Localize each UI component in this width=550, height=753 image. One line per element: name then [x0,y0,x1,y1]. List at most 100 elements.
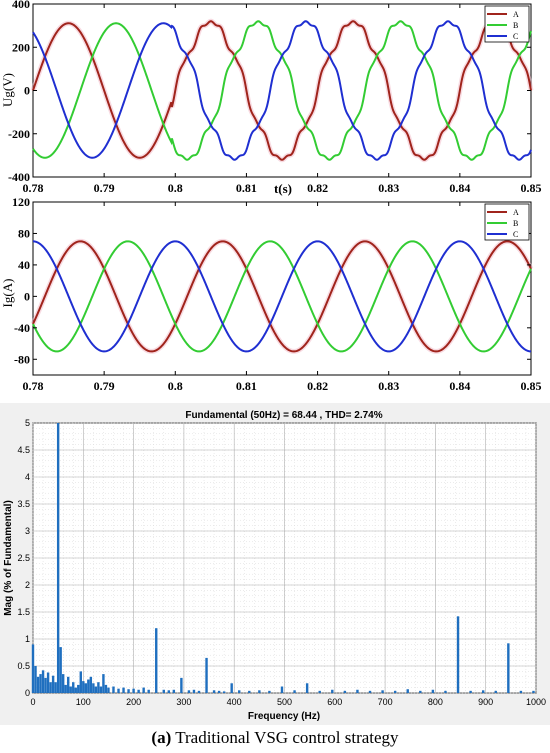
fft-bar [180,677,183,693]
fft-bar [172,689,176,693]
fft-bar [406,689,409,693]
fft-bar [162,689,165,693]
fft-bar [456,616,460,693]
current-panel: 0.78 0.79 0.8 0.81 0.82 0.83 0.84 0.85 120 80 40 0 -… [0,195,542,393]
fft-bar [331,689,334,693]
voltage-series-c-line [32,20,532,161]
current-legend-label-a: A [513,208,519,217]
fft-bar [318,690,321,693]
fft-xtick-label: 300 [176,697,191,707]
fft-xtick-label: 100 [76,697,91,707]
voltage-series-group [30,18,534,163]
current-series-group [30,238,534,354]
fft-bar [469,690,472,693]
fft-bar [44,677,47,693]
fft-bar [64,684,67,693]
fft-bar [532,690,535,693]
voltage-ytick-label: -400 [8,170,30,184]
fft-ytick-label: 3 [25,526,30,536]
fft-bar [205,657,208,693]
fft-bar [92,683,95,693]
current-ytick-label: -40 [14,321,30,335]
fft-bar [84,683,88,693]
fft-bar [112,686,115,693]
fft-bars [31,423,535,693]
current-legend-label-c: C [513,230,518,239]
current-series-b-line [32,240,532,353]
figure-caption: (a) Traditional VSG control strategy [0,728,550,748]
fft-ylabel: Mag (% of Fundamental) [3,500,14,616]
fft-bar [122,687,125,693]
fft-bar [41,670,45,693]
current-ytick-label: 120 [12,195,30,209]
fft-bar [419,690,422,693]
voltage-xtick-label: 0.84 [449,181,470,195]
fft-bar [356,689,359,693]
voltage-xtick-label: 0.78 [23,181,44,195]
fft-bar [82,681,85,693]
voltage-legend-label-a: A [513,10,519,19]
fft-bar [132,688,135,693]
fft-bar [142,687,145,693]
fft-bar [104,684,108,693]
fft-bar [393,690,397,693]
current-axes: 0.78 0.79 0.8 0.81 0.82 0.83 0.84 0.85 120 80 40 0 -… [12,195,542,393]
current-ytick-label: -80 [14,352,30,366]
fft-bar [137,689,140,693]
fft-bar [481,690,485,693]
fft-bar [72,682,75,693]
fft-grid [32,422,537,694]
fft-xtick-label: 500 [277,697,292,707]
current-xtick-label: 0.85 [521,379,542,393]
fft-ytick-label: 5 [25,418,30,428]
voltage-xlabel: t(s) [274,181,292,196]
fft-bar [238,690,241,693]
fft-ytick-label: 4.5 [17,445,30,455]
fft-bar [519,690,523,693]
fft-ytick-label: 2.5 [17,553,30,563]
voltage-ytick-label: 400 [12,0,30,11]
fft-bar [293,690,296,693]
fft-bar [59,647,62,693]
fft-xtick-label: 800 [428,697,443,707]
fft-ytick-label: 3.5 [17,499,30,509]
fft-bar [61,674,65,693]
fft-xtick-label: 0 [30,697,35,707]
fft-bar [36,676,40,693]
current-xtick-label: 0.81 [236,379,257,393]
fft-xtick-label: 400 [227,697,242,707]
current-ytick-label: 80 [18,226,30,240]
voltage-xtick-label: 0.79 [94,181,115,195]
voltage-ytick-label: -200 [8,127,30,141]
current-xtick-label: 0.8 [168,379,183,393]
fft-bar [258,690,261,693]
fft-bar [368,690,372,693]
current-ytick-label: 0 [24,289,30,303]
current-series-a-line [32,240,532,353]
voltage-legend-label-b: B [513,21,518,30]
fft-bar [343,690,347,693]
caption-label: (a) [151,728,172,747]
current-xtick-label: 0.84 [449,379,470,393]
fft-bar [31,644,35,693]
fft-bar [431,689,435,693]
fft-bar [212,690,216,693]
fft-bar [444,690,447,693]
current-xtick-label: 0.79 [94,379,115,393]
fft-bar [54,682,57,693]
fft-bar [99,686,103,693]
fft-bar [217,690,221,693]
voltage-xtick-label: 0.8 [168,181,183,195]
fft-bar [34,666,37,693]
fft-bar [268,690,271,693]
fft-xtick-label: 1000 [526,697,546,707]
current-xtick-label: 0.83 [378,379,399,393]
fft-bar [494,690,497,693]
current-plot-frame [32,201,532,376]
voltage-ytick-label: 0 [24,84,30,98]
fft-ytick-label: 1 [25,634,30,644]
fft-xtick-label: 600 [327,697,342,707]
current-ytick-label: 40 [18,258,30,272]
fft-bar [147,689,150,693]
